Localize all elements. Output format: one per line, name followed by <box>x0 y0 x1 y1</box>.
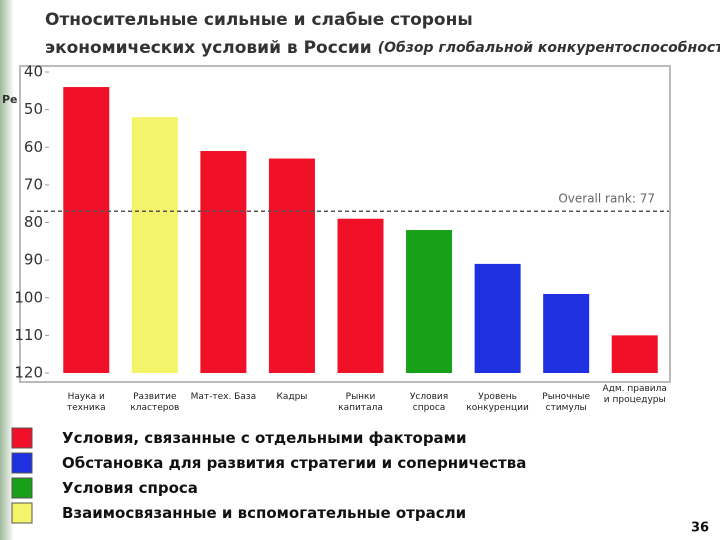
bar <box>611 335 658 373</box>
chart-subtitle: (Обзор глобальной конкурентоспособности,… <box>378 40 720 56</box>
y-tick-label: 70 <box>24 175 43 193</box>
y-tick-label: 60 <box>24 138 43 156</box>
legend-swatch <box>11 427 33 449</box>
bar <box>268 158 315 373</box>
side-decor <box>0 0 14 540</box>
legend-label: Обстановка для развития стратегии и сопе… <box>62 454 527 472</box>
y-tick-label: 50 <box>24 100 43 118</box>
y-tick-label: 110 <box>14 326 43 344</box>
bar <box>543 293 590 373</box>
reference-label: Overall rank: 77 <box>558 192 655 206</box>
bar <box>63 87 110 374</box>
y-axis-label: Ре <box>2 93 18 106</box>
x-tick-label: Рыночные стимулы <box>542 392 591 413</box>
bar <box>406 230 453 373</box>
y-tick-label: 80 <box>24 213 43 231</box>
y-tick-label: 40 <box>24 63 43 81</box>
x-tick-label: Рынки капитала <box>338 392 383 413</box>
bar <box>474 263 521 373</box>
legend-label: Взаимосвязанные и вспомогательные отрасл… <box>62 504 467 522</box>
chart-title: Относительные сильные и слабые стороны <box>45 10 473 30</box>
legend-swatch <box>11 477 33 499</box>
x-tick-label: Наука и техника <box>66 392 106 413</box>
y-tick-label: 120 <box>14 364 43 382</box>
chart-subtitle-line: экономических условий в России (Обзор гло… <box>45 38 720 58</box>
legend-label: Условия спроса <box>62 479 198 497</box>
legend-swatch <box>11 452 33 474</box>
x-tick-label: Мат-тех. База <box>190 392 257 402</box>
legend-swatch <box>11 502 33 524</box>
y-tick-label: 90 <box>24 251 43 269</box>
bar <box>337 218 384 373</box>
page-number: 36 <box>691 521 709 536</box>
y-tick-label: 100 <box>14 288 43 306</box>
x-tick-label: Кадры <box>276 392 308 402</box>
x-tick-label: Развитие кластеров <box>130 392 180 413</box>
bar <box>200 151 247 373</box>
legend-label: Условия, связанные с отдельными факторам… <box>62 429 467 447</box>
bar <box>131 117 178 374</box>
x-tick-label: Уровень конкуренции <box>466 392 529 413</box>
x-tick-label: Условия спроса <box>409 392 449 413</box>
x-tick-label: Адм. правила и процедуры <box>602 384 667 405</box>
